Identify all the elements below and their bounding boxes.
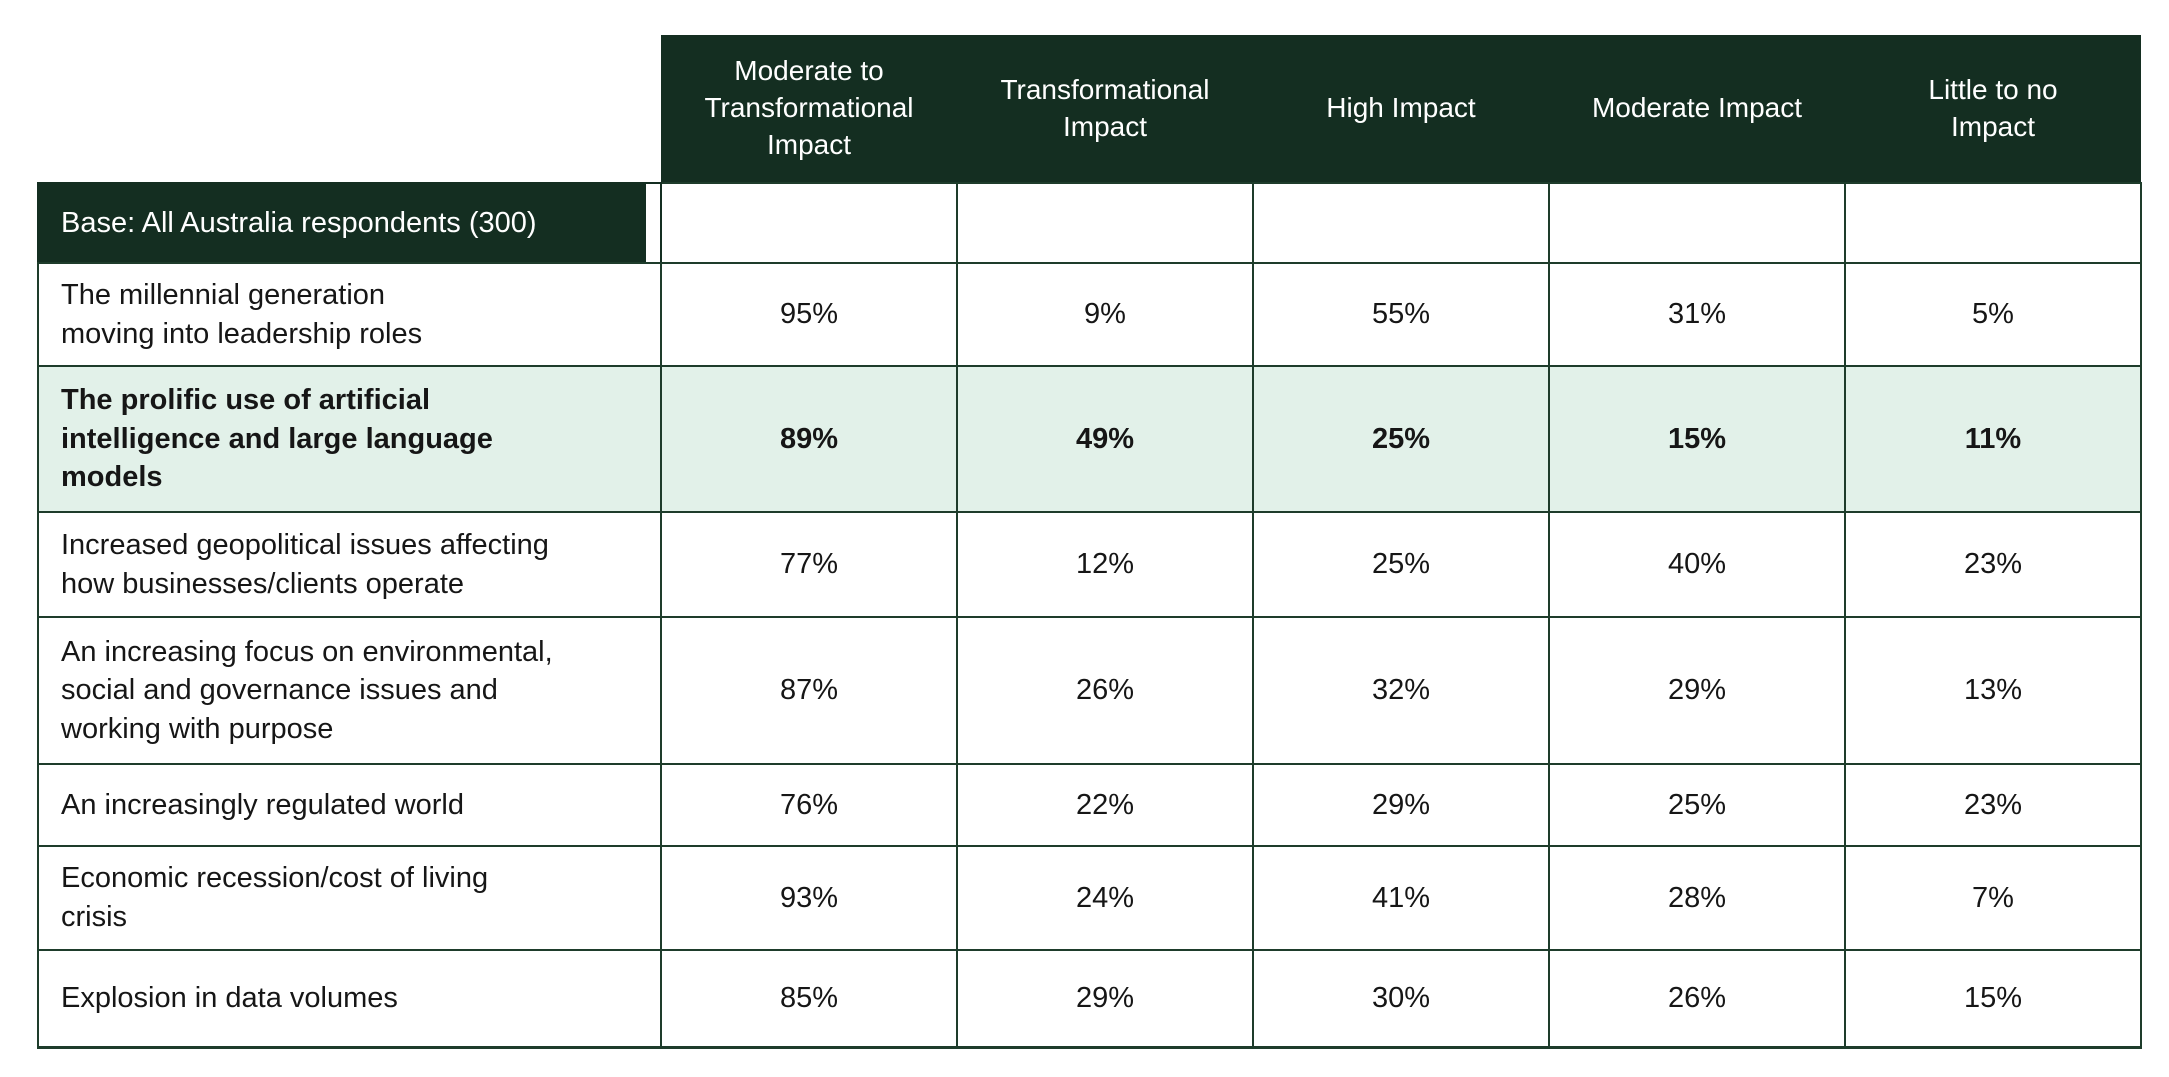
- value-cell: 32%: [1252, 616, 1550, 765]
- table-row-esg: An increasing focus on environmental, so…: [37, 616, 2142, 765]
- row-label-cell: Increased geopolitical issues affecting …: [37, 511, 662, 618]
- value-cell: 26%: [1548, 949, 1846, 1049]
- value-cell: 31%: [1548, 262, 1846, 367]
- row-label-cell: Economic recession/cost of living crisis: [37, 845, 662, 951]
- column-header-moderate-to-transformational: Moderate to Transformational Impact: [661, 35, 957, 183]
- value-cell: 95%: [660, 262, 958, 367]
- column-header-moderate: Moderate Impact: [1549, 35, 1845, 183]
- column-header-transformational: Transformational Impact: [957, 35, 1253, 183]
- value-cell: 22%: [956, 763, 1254, 847]
- value-cell: 25%: [1252, 511, 1550, 618]
- value-cell: 85%: [660, 949, 958, 1049]
- value-cell: 30%: [1252, 949, 1550, 1049]
- value-cell: 23%: [1844, 511, 2142, 618]
- row-label-cell: The prolific use of artificial intellige…: [37, 365, 662, 513]
- value-cell: 29%: [956, 949, 1254, 1049]
- value-cell: 49%: [956, 365, 1254, 513]
- empty-cell: [1844, 182, 2142, 264]
- value-cell: 15%: [1844, 949, 2142, 1049]
- value-cell: 87%: [660, 616, 958, 765]
- value-cell: 13%: [1844, 616, 2142, 765]
- value-cell: 41%: [1252, 845, 1550, 951]
- row-label-cell: An increasing focus on environmental, so…: [37, 616, 662, 765]
- value-cell: 25%: [1548, 763, 1846, 847]
- value-cell: 76%: [660, 763, 958, 847]
- column-header-little-to-no: Little to no Impact: [1845, 35, 2141, 183]
- value-cell: 12%: [956, 511, 1254, 618]
- empty-cell: [956, 182, 1254, 264]
- column-header-high: High Impact: [1253, 35, 1549, 183]
- value-cell: 26%: [956, 616, 1254, 765]
- table-row-ai-highlighted: The prolific use of artificial intellige…: [37, 365, 2142, 513]
- empty-cell: [1252, 182, 1550, 264]
- row-label-cell: An increasingly regulated world: [37, 763, 662, 847]
- base-label-cell: Base: All Australia respondents (300): [37, 182, 662, 264]
- value-cell: 93%: [660, 845, 958, 951]
- value-cell: 77%: [660, 511, 958, 618]
- table-row-data-volumes: Explosion in data volumes 85% 29% 30% 26…: [37, 949, 2142, 1049]
- value-cell: 28%: [1548, 845, 1846, 951]
- table-row-economic-recession: Economic recession/cost of living crisis…: [37, 845, 2142, 951]
- value-cell: 40%: [1548, 511, 1846, 618]
- value-cell: 11%: [1844, 365, 2142, 513]
- value-cell: 15%: [1548, 365, 1846, 513]
- value-cell: 25%: [1252, 365, 1550, 513]
- value-cell: 29%: [1548, 616, 1846, 765]
- impact-table: Moderate to Transformational Impact Tran…: [37, 35, 2142, 1049]
- value-cell: 5%: [1844, 262, 2142, 367]
- corner-spacer-cell: [38, 35, 661, 183]
- value-cell: 29%: [1252, 763, 1550, 847]
- empty-cell: [1548, 182, 1846, 264]
- header-row: Moderate to Transformational Impact Tran…: [38, 35, 2141, 183]
- value-cell: 24%: [956, 845, 1254, 951]
- value-cell: 55%: [1252, 262, 1550, 367]
- table-row-millennial: The millennial generation moving into le…: [37, 262, 2142, 367]
- value-cell: 23%: [1844, 763, 2142, 847]
- table-row-regulated-world: An increasingly regulated world 76% 22% …: [37, 763, 2142, 847]
- base-row: Base: All Australia respondents (300): [37, 182, 2142, 264]
- value-cell: 89%: [660, 365, 958, 513]
- value-cell: 9%: [956, 262, 1254, 367]
- empty-cell: [660, 182, 958, 264]
- table-row-geopolitical: Increased geopolitical issues affecting …: [37, 511, 2142, 618]
- row-label-cell: Explosion in data volumes: [37, 949, 662, 1049]
- row-label-cell: The millennial generation moving into le…: [37, 262, 662, 367]
- value-cell: 7%: [1844, 845, 2142, 951]
